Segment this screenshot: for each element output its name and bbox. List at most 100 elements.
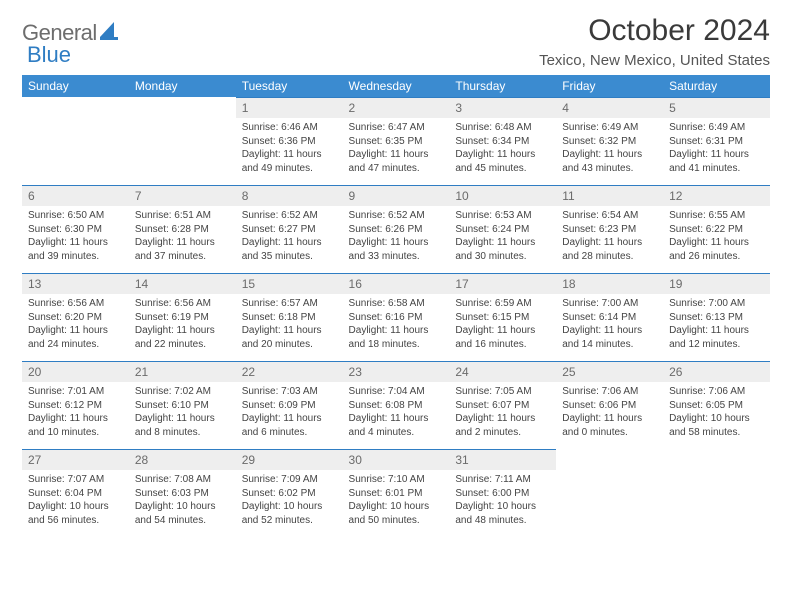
calendar-day-cell: 23Sunrise: 7:04 AMSunset: 6:08 PMDayligh… <box>343 361 450 449</box>
sunset-text: Sunset: 6:24 PM <box>455 223 550 237</box>
day-number: 8 <box>236 185 343 206</box>
day-details: Sunrise: 7:00 AMSunset: 6:13 PMDaylight:… <box>663 294 770 355</box>
calendar-week-row: 27Sunrise: 7:07 AMSunset: 6:04 PMDayligh… <box>22 449 770 537</box>
calendar-day-cell: . <box>129 97 236 185</box>
sunrise-text: Sunrise: 7:11 AM <box>455 473 550 487</box>
day-number: 4 <box>556 97 663 118</box>
day-number: 19 <box>663 273 770 294</box>
calendar-week-row: 6Sunrise: 6:50 AMSunset: 6:30 PMDaylight… <box>22 185 770 273</box>
day-details: Sunrise: 7:09 AMSunset: 6:02 PMDaylight:… <box>236 470 343 531</box>
day-details: Sunrise: 7:11 AMSunset: 6:00 PMDaylight:… <box>449 470 556 531</box>
daylight-text: Daylight: 11 hours and 28 minutes. <box>562 236 657 263</box>
sunrise-text: Sunrise: 7:00 AM <box>669 297 764 311</box>
sunset-text: Sunset: 6:06 PM <box>562 399 657 413</box>
day-details: Sunrise: 6:46 AMSunset: 6:36 PMDaylight:… <box>236 118 343 179</box>
sunrise-text: Sunrise: 6:54 AM <box>562 209 657 223</box>
daylight-text: Daylight: 11 hours and 20 minutes. <box>242 324 337 351</box>
day-details: Sunrise: 7:01 AMSunset: 6:12 PMDaylight:… <box>22 382 129 443</box>
day-number: 2 <box>343 97 450 118</box>
day-number: 20 <box>22 361 129 382</box>
day-number: 14 <box>129 273 236 294</box>
sunset-text: Sunset: 6:01 PM <box>349 487 444 501</box>
daylight-text: Daylight: 10 hours and 48 minutes. <box>455 500 550 527</box>
daylight-text: Daylight: 11 hours and 2 minutes. <box>455 412 550 439</box>
sunset-text: Sunset: 6:03 PM <box>135 487 230 501</box>
day-details: Sunrise: 6:51 AMSunset: 6:28 PMDaylight:… <box>129 206 236 267</box>
sunset-text: Sunset: 6:16 PM <box>349 311 444 325</box>
weekday-header: Wednesday <box>343 75 450 97</box>
day-details: Sunrise: 7:10 AMSunset: 6:01 PMDaylight:… <box>343 470 450 531</box>
daylight-text: Daylight: 11 hours and 35 minutes. <box>242 236 337 263</box>
day-details: Sunrise: 7:08 AMSunset: 6:03 PMDaylight:… <box>129 470 236 531</box>
sunset-text: Sunset: 6:27 PM <box>242 223 337 237</box>
sunrise-text: Sunrise: 7:02 AM <box>135 385 230 399</box>
sunset-text: Sunset: 6:31 PM <box>669 135 764 149</box>
daylight-text: Daylight: 11 hours and 12 minutes. <box>669 324 764 351</box>
calendar-day-cell: 5Sunrise: 6:49 AMSunset: 6:31 PMDaylight… <box>663 97 770 185</box>
calendar-day-cell: 12Sunrise: 6:55 AMSunset: 6:22 PMDayligh… <box>663 185 770 273</box>
sunset-text: Sunset: 6:36 PM <box>242 135 337 149</box>
day-number: 7 <box>129 185 236 206</box>
sunrise-text: Sunrise: 7:09 AM <box>242 473 337 487</box>
day-number: 12 <box>663 185 770 206</box>
sunset-text: Sunset: 6:00 PM <box>455 487 550 501</box>
day-number: 22 <box>236 361 343 382</box>
sunset-text: Sunset: 6:19 PM <box>135 311 230 325</box>
daylight-text: Daylight: 11 hours and 30 minutes. <box>455 236 550 263</box>
calendar-day-cell: 28Sunrise: 7:08 AMSunset: 6:03 PMDayligh… <box>129 449 236 537</box>
sunrise-text: Sunrise: 6:52 AM <box>349 209 444 223</box>
weekday-header: Saturday <box>663 75 770 97</box>
day-details: Sunrise: 7:05 AMSunset: 6:07 PMDaylight:… <box>449 382 556 443</box>
calendar-day-cell: 26Sunrise: 7:06 AMSunset: 6:05 PMDayligh… <box>663 361 770 449</box>
sunrise-text: Sunrise: 6:49 AM <box>562 121 657 135</box>
calendar-day-cell: 6Sunrise: 6:50 AMSunset: 6:30 PMDaylight… <box>22 185 129 273</box>
sunrise-text: Sunrise: 6:53 AM <box>455 209 550 223</box>
day-number: 6 <box>22 185 129 206</box>
day-details: Sunrise: 6:50 AMSunset: 6:30 PMDaylight:… <box>22 206 129 267</box>
calendar-day-cell: 31Sunrise: 7:11 AMSunset: 6:00 PMDayligh… <box>449 449 556 537</box>
day-details: Sunrise: 6:49 AMSunset: 6:32 PMDaylight:… <box>556 118 663 179</box>
day-number: 10 <box>449 185 556 206</box>
sunrise-text: Sunrise: 7:03 AM <box>242 385 337 399</box>
sunrise-text: Sunrise: 7:01 AM <box>28 385 123 399</box>
sunrise-text: Sunrise: 6:49 AM <box>669 121 764 135</box>
day-number: 18 <box>556 273 663 294</box>
sunset-text: Sunset: 6:18 PM <box>242 311 337 325</box>
daylight-text: Daylight: 11 hours and 41 minutes. <box>669 148 764 175</box>
daylight-text: Daylight: 11 hours and 14 minutes. <box>562 324 657 351</box>
sunset-text: Sunset: 6:28 PM <box>135 223 230 237</box>
calendar-day-cell: 18 Sunrise: 7:00 AMSunset: 6:14 PMDayligh… <box>556 273 663 361</box>
sunset-text: Sunset: 6:13 PM <box>669 311 764 325</box>
day-details: Sunrise: 7:07 AMSunset: 6:04 PMDaylight:… <box>22 470 129 531</box>
sunrise-text: Sunrise: 6:55 AM <box>669 209 764 223</box>
calendar-week-row: 20Sunrise: 7:01 AMSunset: 6:12 PMDayligh… <box>22 361 770 449</box>
sunset-text: Sunset: 6:26 PM <box>349 223 444 237</box>
day-number: 24 <box>449 361 556 382</box>
sunrise-text: Sunrise: 7:00 AM <box>562 297 657 311</box>
sunrise-text: Sunrise: 6:56 AM <box>28 297 123 311</box>
calendar-day-cell: 11Sunrise: 6:54 AMSunset: 6:23 PMDayligh… <box>556 185 663 273</box>
calendar-day-cell: 8Sunrise: 6:52 AMSunset: 6:27 PMDaylight… <box>236 185 343 273</box>
calendar-day-cell: 29Sunrise: 7:09 AMSunset: 6:02 PMDayligh… <box>236 449 343 537</box>
calendar-day-cell: 10Sunrise: 6:53 AMSunset: 6:24 PMDayligh… <box>449 185 556 273</box>
day-details: Sunrise: 7:06 AMSunset: 6:06 PMDaylight:… <box>556 382 663 443</box>
day-details: Sunrise: 6:48 AMSunset: 6:34 PMDaylight:… <box>449 118 556 179</box>
day-details: Sunrise: 6:49 AMSunset: 6:31 PMDaylight:… <box>663 118 770 179</box>
daylight-text: Daylight: 10 hours and 54 minutes. <box>135 500 230 527</box>
logo-word2: Blue <box>27 42 71 68</box>
day-details: Sunrise: 7:04 AMSunset: 6:08 PMDaylight:… <box>343 382 450 443</box>
sunset-text: Sunset: 6:09 PM <box>242 399 337 413</box>
sunset-text: Sunset: 6:14 PM <box>562 311 657 325</box>
calendar-day-cell: . <box>22 97 129 185</box>
day-details: Sunrise: 6:53 AMSunset: 6:24 PMDaylight:… <box>449 206 556 267</box>
calendar-day-cell: 4Sunrise: 6:49 AMSunset: 6:32 PMDaylight… <box>556 97 663 185</box>
calendar-day-cell: 20Sunrise: 7:01 AMSunset: 6:12 PMDayligh… <box>22 361 129 449</box>
weekday-header: Friday <box>556 75 663 97</box>
daylight-text: Daylight: 11 hours and 18 minutes. <box>349 324 444 351</box>
daylight-text: Daylight: 11 hours and 33 minutes. <box>349 236 444 263</box>
day-number: 16 <box>343 273 450 294</box>
calendar-day-cell: 7Sunrise: 6:51 AMSunset: 6:28 PMDaylight… <box>129 185 236 273</box>
day-number: 30 <box>343 449 450 470</box>
calendar-day-cell: 25Sunrise: 7:06 AMSunset: 6:06 PMDayligh… <box>556 361 663 449</box>
day-number: 3 <box>449 97 556 118</box>
